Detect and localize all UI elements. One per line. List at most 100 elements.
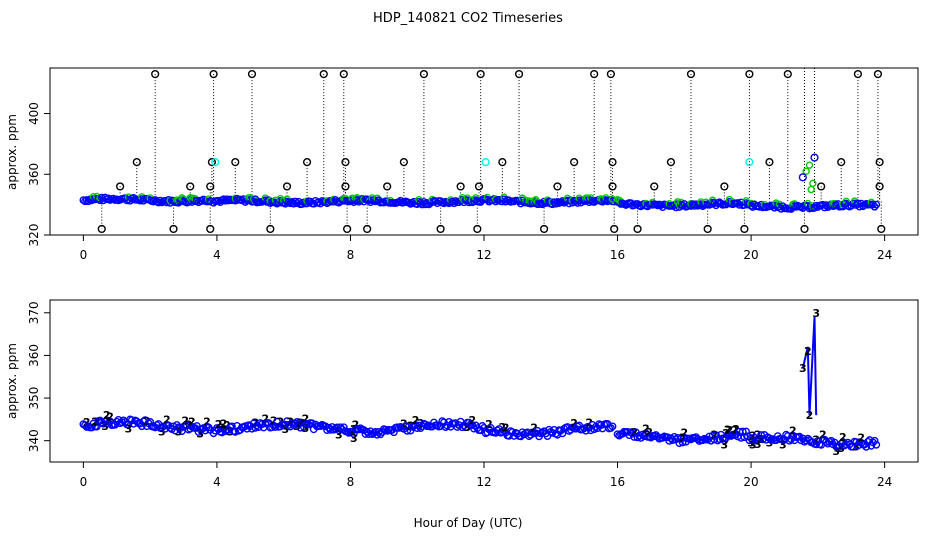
data-point [805,161,814,169]
data-point [606,424,615,432]
data-point-label: 2 [83,416,91,429]
data-point [798,173,807,182]
x-tick-label-top: 24 [877,248,892,262]
data-point [204,195,213,203]
y-tick-label-top: 360 [27,163,41,186]
data-point-label: 2 [732,423,740,436]
x-tick-label-top: 16 [610,248,625,262]
data-point [341,158,350,167]
data-point-label: 2 [530,422,538,435]
data-point [423,199,432,207]
data-point [481,158,490,167]
data-point [137,422,146,431]
data-point [875,182,884,191]
data-point-label: 2 [749,429,757,442]
x-tick-label-bottom: 0 [80,475,88,489]
data-point [296,423,305,432]
data-point [680,433,689,442]
data-point-label: 2 [502,422,510,435]
data-point-label: 2 [215,418,223,431]
data-point-label: 2 [804,345,812,358]
data-point [473,224,482,234]
data-point-label: 3 [463,421,471,434]
data-point-label: 2 [726,424,734,437]
data-point-label: 2 [806,409,814,422]
data-point-label: 2 [468,414,476,427]
data-point [872,200,881,209]
data-point [777,435,786,443]
data-point [508,428,517,437]
data-point [97,224,106,234]
data-point-label: 2 [630,426,638,439]
data-point-label: 3 [721,439,729,452]
data-point [606,69,615,79]
data-point [658,434,667,442]
data-point [870,202,879,211]
data-point [742,427,750,436]
data-point [802,167,810,175]
data-point [765,434,774,443]
y-axis-label-top: approx. ppm [5,114,19,190]
data-point-label: 2 [857,432,865,445]
y-tick-label-bottom: 350 [27,387,41,410]
x-tick-label-top: 4 [213,248,221,262]
data-point [186,182,195,191]
y-tick-label-bottom: 360 [27,344,41,367]
data-point-label: 2 [724,424,732,437]
data-point-label: 2 [679,431,687,444]
data-point-label: 3 [779,438,787,451]
data-point-label: 2 [218,421,226,434]
data-point [339,69,348,79]
data-point [745,69,754,79]
data-point-label: 2 [103,409,111,422]
data-point [608,158,617,167]
data-point [343,224,352,234]
data-point [341,182,350,191]
data-point [302,158,312,167]
data-point-label: 2 [812,433,820,446]
data-point [872,440,881,449]
data-point [421,420,430,429]
data-point-label: 2 [839,431,847,444]
data-point [363,224,372,234]
data-point-label: 2 [412,414,420,427]
data-point [441,423,450,432]
data-point [873,69,883,79]
data-point [720,182,729,191]
data-point [740,224,749,234]
data-point-label: 2 [188,415,196,428]
data-point [807,185,815,194]
data-point-label: 2 [203,416,211,429]
data-point-label: 3 [812,307,820,320]
x-tick-label-top: 12 [476,248,491,262]
data-point-label: 3 [749,439,757,452]
data-point-label: 3 [852,440,860,453]
data-point-label: 2 [711,428,719,441]
data-point-label: 3 [125,423,133,436]
data-point [266,224,275,234]
data-point [247,69,257,79]
data-point [383,182,392,191]
data-point-label: 2 [287,415,295,428]
data-point [877,224,886,234]
points-top [79,69,886,234]
data-point [282,182,292,191]
data-point [765,158,774,167]
data-point [800,224,809,234]
x-tick-label-bottom: 24 [877,475,892,489]
data-point [169,224,178,234]
data-point [810,153,819,162]
data-point-label: 2 [163,414,171,427]
x-tick-label-bottom: 4 [213,475,221,489]
data-point [518,428,527,437]
data-point [558,429,567,438]
data-point-label: 2 [181,415,189,428]
data-point [316,422,325,431]
y-axis-label-bottom: approx. ppm [5,343,19,419]
data-point-label: 2 [262,412,270,425]
data-point-label: 2 [297,417,305,430]
data-point-label: 2 [106,410,114,423]
data-point [710,435,719,444]
data-point [633,224,642,234]
